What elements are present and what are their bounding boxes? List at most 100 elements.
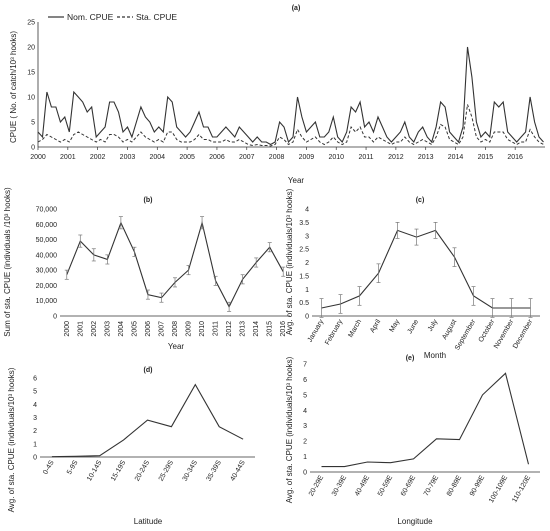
panel-e-ytick-label: 2 xyxy=(303,439,307,446)
panel-e-ytick-label: 0 xyxy=(303,470,307,477)
panel-b-xtick-label: 2005 xyxy=(131,321,138,337)
panel-c-xtick-label: July xyxy=(427,318,440,333)
panel-b-ytick-label: 30,000 xyxy=(36,268,58,275)
panel-c-xtick-label: December xyxy=(512,318,535,350)
panel-c-xtick-label: February xyxy=(324,318,344,346)
panel-e-xtick-label: 110-120E xyxy=(511,474,532,504)
panel-b-xtick-label: 2001 xyxy=(77,321,84,337)
panel-b-xtick-label: 2012 xyxy=(226,321,233,337)
panel-b-ytick-label: 70,000 xyxy=(36,207,58,214)
panel-b-ytick-label: 20,000 xyxy=(36,283,58,290)
panel-b-xtick-label: 2011 xyxy=(213,321,220,336)
panel-c-ytick-label: 4 xyxy=(305,207,309,214)
panel-a-ytick-label: 20 xyxy=(27,45,35,52)
panel-a-xtick-label: 2002 xyxy=(90,154,106,161)
panel-b-xtick-label: 2002 xyxy=(91,321,98,337)
panel-c-xtick-label: April xyxy=(369,318,382,334)
panel-d-ytick-label: 2 xyxy=(33,428,37,435)
panel-e-xtick-label: 90-99E xyxy=(469,474,487,497)
panel-b-ylabel: Sum of sta. CPUE (individuals /10³ hooks… xyxy=(3,187,12,337)
panel-b-axes: 0 10,000 20,000 30,000 40,000 50,000 60,000 70,… xyxy=(36,207,290,337)
panel-c-xtick-label: May xyxy=(389,318,402,333)
panel-e-ytick-label: 7 xyxy=(303,362,307,369)
panel-d-label: (d) xyxy=(144,367,153,374)
legend-sta-label: Sta. CPUE xyxy=(136,12,177,22)
panel-a-xlabel: Year xyxy=(288,176,305,185)
panel-e-xtick-label: 70-79E xyxy=(423,474,441,497)
panel-a-ytick-label: 15 xyxy=(27,70,35,77)
panel-c-ytick-label: 2.5 xyxy=(299,247,309,254)
panel-b-xtick-label: 2013 xyxy=(240,321,247,337)
panel-b-xtick-label: 2004 xyxy=(118,321,125,337)
panel-a-xtick-label: 2001 xyxy=(60,154,76,161)
panel-d-ylabel: Avg. of sta. CPUE (indivduals/10³ hooks) xyxy=(7,367,16,512)
panel-c-xtick-label: October xyxy=(478,318,497,344)
panel-e-marks xyxy=(321,372,530,468)
panel-b-ytick-label: 10,000 xyxy=(36,298,58,305)
panel-e-xtick-label: 20-29E xyxy=(308,474,326,497)
panel-b-xtick-label: 2009 xyxy=(186,321,193,337)
panel-a-xtick-label: 2000 xyxy=(30,154,46,161)
panel-a-xtick-label: 2013 xyxy=(418,154,434,161)
panel-e-axes: 0 1 2 3 4 5 6 7 20-29E 30-39E 40-49E 50-59E 60-69E 70… xyxy=(303,362,540,504)
panel-a: (a) 0 5 10 15 20 25 2000 2001 2002 2003 2004 2005 20… xyxy=(9,5,545,185)
panel-a-xtick-label: 2003 xyxy=(120,154,136,161)
panel-a-ytick-label: 0 xyxy=(31,145,35,152)
panel-e-series-line xyxy=(321,372,530,468)
panel-a-xtick-label: 2004 xyxy=(150,154,166,161)
panel-e-xtick-label: 40-49E xyxy=(354,474,372,497)
panel-b-xlabel: Year xyxy=(168,342,185,351)
panel-c-marks xyxy=(319,222,533,318)
panel-b-xtick-label: 2000 xyxy=(64,321,71,337)
nom-cpue-line xyxy=(37,46,544,146)
panel-d-marks xyxy=(51,383,244,458)
panel-d-xtick-label: 30-34S xyxy=(182,459,200,482)
panel-d-xlabel: Latitude xyxy=(134,517,163,526)
panel-a-xtick-label: 2012 xyxy=(388,154,404,161)
panel-c-ytick-label: 2 xyxy=(305,260,309,267)
panel-c-ytick-label: 1 xyxy=(305,287,309,294)
panel-a-ylabel: CPUE ( No. of catch/10³ hooks) xyxy=(9,31,18,143)
panel-c-ytick-label: 1.5 xyxy=(299,273,309,280)
panel-e-ylabel: Avg. of sta. CPUE (individuals/10³ hooks… xyxy=(285,356,294,503)
panel-c-xlabel: Month xyxy=(424,351,446,360)
panel-d-series-line xyxy=(51,383,244,458)
panel-b-xtick-label: 2007 xyxy=(158,321,165,337)
panel-b-xtick-label: 2010 xyxy=(199,321,206,337)
panel-a-marks xyxy=(37,46,544,147)
panel-e-xtick-label: 100-109E xyxy=(488,474,509,504)
panel-d-ytick-label: 1 xyxy=(33,441,37,448)
panel-b-ytick-label: 0 xyxy=(53,314,57,321)
panel-d-xtick-label: 15-19S xyxy=(110,459,128,482)
panel-b-marks xyxy=(64,216,286,312)
panel-d-ytick-label: 4 xyxy=(33,402,37,409)
panel-b-label: (b) xyxy=(144,197,153,204)
panel-a-xtick-label: 2015 xyxy=(478,154,494,161)
panel-d-xtick-label: 20-24S xyxy=(134,459,152,482)
panel-c-ytick-label: 3.5 xyxy=(299,220,309,227)
panel-a-xtick-label: 2014 xyxy=(448,154,464,161)
panel-d-xtick-label: 35-39S xyxy=(206,459,224,482)
panel-c-xtick-label: March xyxy=(347,318,363,338)
panel-e-ytick-label: 4 xyxy=(303,408,307,415)
panel-e-xtick-label: 80-89E xyxy=(446,474,464,497)
panel-a-xtick-label: 2007 xyxy=(239,154,255,161)
panel-d-xtick-label: 5-9S xyxy=(66,459,80,476)
panel-b-xtick-label: 2014 xyxy=(253,321,260,337)
panel-d-xtick-label: 40-44S xyxy=(229,459,247,482)
panel-e-ytick-label: 1 xyxy=(303,454,307,461)
panel-e-xtick-label: 50-59E xyxy=(377,474,395,497)
panel-b-xtick-label: 2016 xyxy=(280,321,287,337)
panel-e-xtick-label: 30-39E xyxy=(331,474,349,497)
panel-b-ytick-label: 60,000 xyxy=(36,222,58,229)
panel-a-ytick-label: 25 xyxy=(27,20,35,27)
panel-c-ytick-label: 0.5 xyxy=(299,300,309,307)
panel-c-xtick-label: August xyxy=(441,318,458,340)
panel-d-xtick-label: 0-4S xyxy=(42,459,56,476)
panel-b-xtick-label: 2003 xyxy=(104,321,111,337)
panel-e-ytick-label: 5 xyxy=(303,392,307,399)
panel-d-ytick-label: 6 xyxy=(33,376,37,383)
